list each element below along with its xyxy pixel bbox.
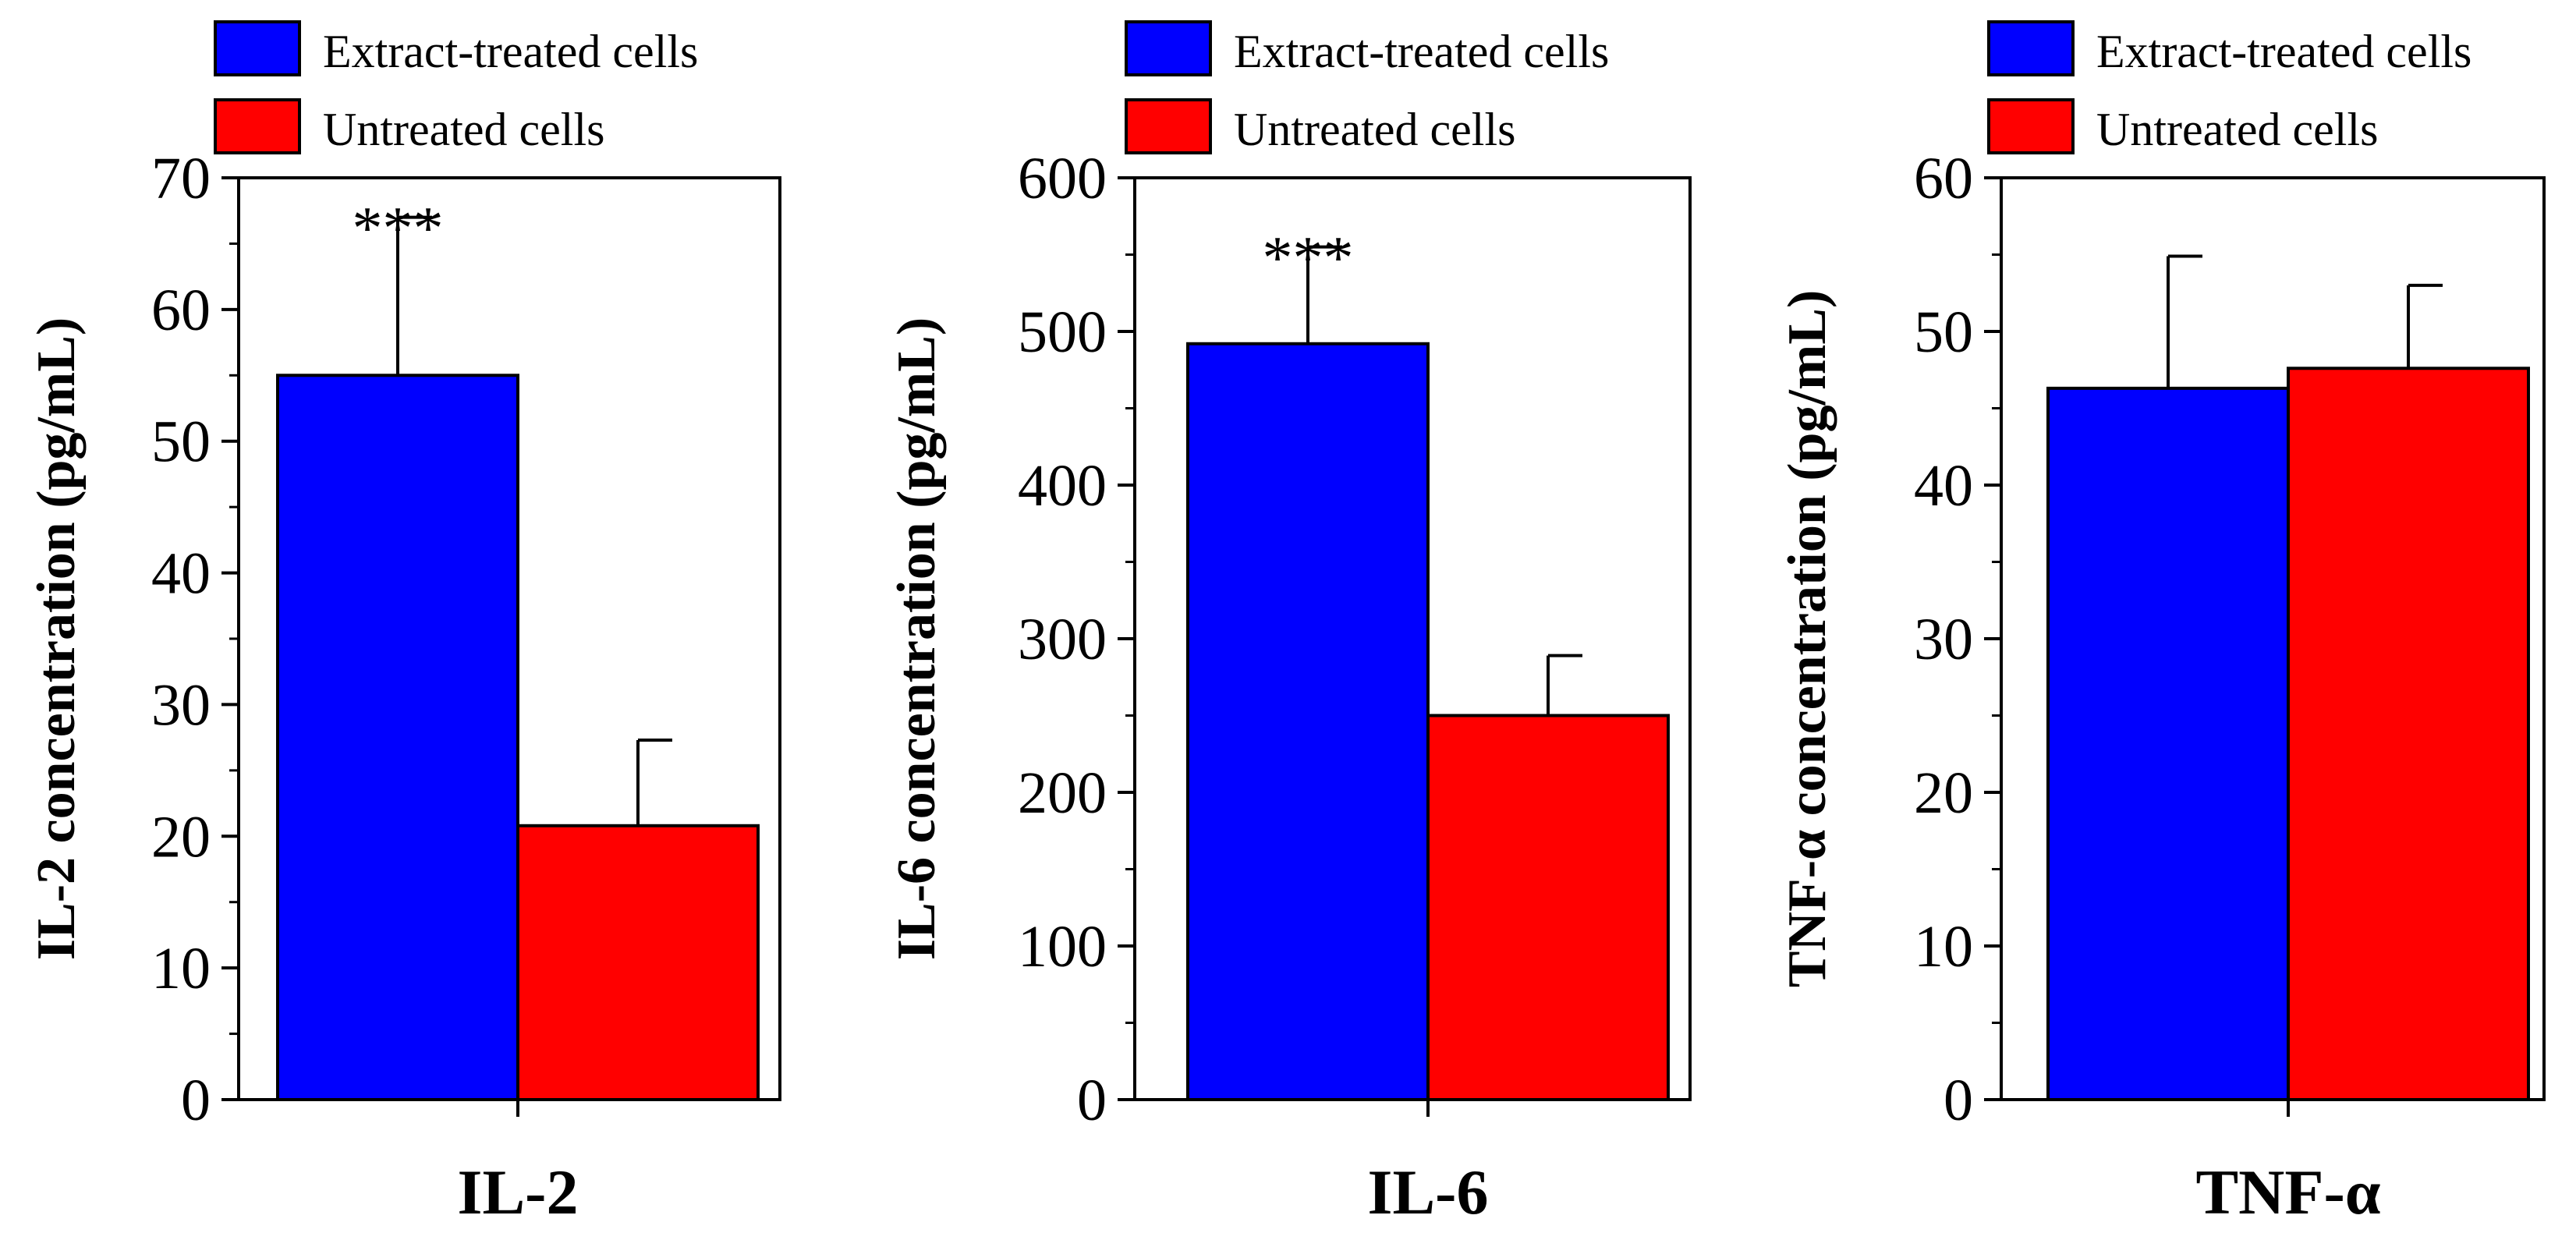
legend-swatch-1 — [214, 20, 301, 76]
y-tick-label: 40 — [1914, 453, 1973, 519]
legend-swatch-1 — [1987, 20, 2075, 76]
y-tick-label: 20 — [1914, 760, 1973, 826]
y-tick-label: 60 — [1914, 146, 1973, 211]
x-axis-label: TNF-α — [2195, 1157, 2380, 1228]
y-tick-label: 30 — [151, 672, 211, 738]
y-axis-label: TNF-α concentration (pg/mL) — [1777, 290, 1837, 988]
y-tick-label: 400 — [1018, 453, 1107, 519]
y-tick-label: 10 — [151, 936, 211, 1001]
y-tick-label: 500 — [1018, 299, 1107, 365]
y-axis-label: IL-6 concentration (pg/mL) — [887, 317, 947, 960]
bar-extract-treated — [1186, 342, 1430, 1101]
y-tick-label: 300 — [1018, 607, 1107, 672]
bar-untreated — [516, 824, 760, 1101]
legend-label-1: Extract-treated cells — [323, 26, 698, 77]
chart-panel-2: Extract-treated cells Untreated cells *** 0… — [887, 20, 1692, 1228]
y-tick-label: 20 — [151, 804, 211, 870]
legend-label-1: Extract-treated cells — [2096, 26, 2471, 77]
y-tick-label: 200 — [1018, 760, 1107, 826]
legend-label-2: Untreated cells — [2096, 104, 2379, 155]
x-axis-label: IL-6 — [1368, 1157, 1489, 1228]
significance-annotation: *** — [353, 194, 444, 262]
y-tick-label: 100 — [1018, 914, 1107, 980]
legend-swatch-2 — [214, 98, 301, 154]
bar-untreated — [2287, 367, 2530, 1101]
legend-swatch-2 — [1125, 98, 1212, 154]
bar-untreated — [1426, 714, 1670, 1101]
bar-extract-treated — [2046, 386, 2290, 1101]
y-tick-label: 70 — [151, 146, 211, 211]
y-tick-label: 30 — [1914, 607, 1973, 672]
chart-panel-3: Extract-treated cells Untreated cells 0 10 2… — [1777, 20, 2546, 1228]
y-tick-label: 60 — [151, 278, 211, 343]
legend-label-2: Untreated cells — [1234, 104, 1516, 155]
y-tick-label: 0 — [1944, 1068, 1973, 1133]
y-tick-label: 50 — [1914, 299, 1973, 365]
legend-swatch-1 — [1125, 20, 1212, 76]
y-tick-label: 0 — [1077, 1068, 1107, 1133]
significance-annotation: *** — [1263, 224, 1354, 292]
y-tick-label: 600 — [1018, 146, 1107, 211]
y-tick-label: 40 — [151, 541, 211, 607]
x-axis-label: IL-2 — [458, 1157, 579, 1228]
legend-label-1: Extract-treated cells — [1234, 26, 1609, 77]
legend-label-2: Untreated cells — [323, 104, 605, 155]
chart-panel-1: Extract-treated cells Untreated cells *** 0… — [27, 20, 781, 1228]
bar-extract-treated — [276, 374, 519, 1101]
y-tick-label: 10 — [1914, 914, 1973, 980]
y-tick-label: 0 — [181, 1068, 211, 1133]
legend-swatch-2 — [1987, 98, 2075, 154]
y-axis-label: IL-2 concentration (pg/mL) — [27, 317, 87, 960]
y-tick-label: 50 — [151, 409, 211, 475]
